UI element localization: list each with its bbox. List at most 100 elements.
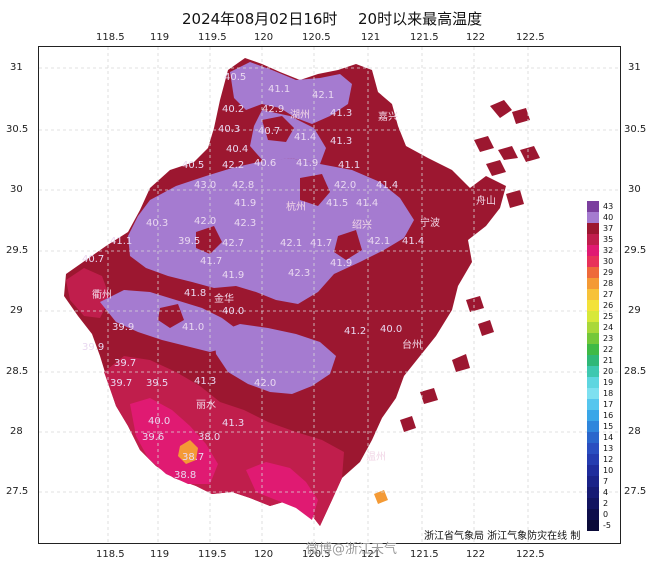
x-tick-top: 121 [361,32,381,43]
y-tick-right: 28 [628,426,641,437]
legend-swatch [587,245,599,256]
city-label: 宁波 [420,218,440,229]
x-tick-top: 122 [466,32,486,43]
city-label: 丽水 [196,400,216,411]
station-value: 41.3 [222,418,245,429]
station-value: 42.0 [334,180,357,191]
legend-label: -5 [603,521,611,530]
legend-label: 15 [603,422,614,431]
city-label: 嘉兴 [378,112,398,123]
legend-swatch [587,322,599,333]
legend-label: 13 [603,444,614,453]
hot-zone-coast [246,462,318,520]
station-value: 42.1 [368,236,391,247]
legend-label: 22 [603,345,614,354]
x-tick-top: 118.5 [96,32,125,43]
city-label: 温州 [366,452,386,463]
legend-swatch [587,509,599,520]
legend-label: 28 [603,279,614,288]
station-value: 41.7 [310,238,333,249]
x-tick-top: 119.5 [198,32,227,43]
hottest-zone-south [214,324,336,394]
legend-swatch [587,212,599,223]
station-value: 42.3 [234,218,257,229]
legend-label: 14 [603,433,614,442]
y-tick-right: 28.5 [624,366,647,377]
legend-label: 23 [603,334,614,343]
legend-swatch [587,234,599,245]
y-tick-right: 27.5 [624,486,647,497]
station-value: 38.7 [182,452,205,463]
station-value: 41.0 [182,322,205,333]
legend-swatch [587,388,599,399]
station-value: 41.3 [194,376,217,387]
x-tick-top: 121.5 [410,32,439,43]
station-value: 43.0 [194,180,217,191]
weibo-watermark: 微博@浙江天气 [306,542,398,557]
y-tick-left: 30.5 [6,124,29,135]
hot-zone-west [66,268,110,318]
x-tick-bottom: 122.5 [516,549,545,560]
cool-patch-5 [158,304,184,328]
legend-label: 12 [603,455,614,464]
station-value: 40.4 [226,144,249,155]
legend-swatch [587,289,599,300]
x-tick-top: 122.5 [516,32,545,43]
station-value: 42.7 [222,238,245,249]
legend-label: 40 [603,213,614,222]
station-value: 41.9 [222,270,245,281]
legend-label: 17 [603,400,614,409]
map-title: 2024年08月02日16时 20时以来最高温度 [0,8,661,30]
x-tick-top: 120.5 [302,32,331,43]
hottest-zone-east [352,196,404,240]
legend-swatch [587,366,599,377]
x-tick-bottom: 119 [150,549,170,560]
station-value: 41.9 [330,258,353,269]
station-value: 40.3 [146,218,169,229]
city-label: 绍兴 [352,220,372,231]
station-value: 42.2 [222,160,245,171]
legend-swatch [587,344,599,355]
station-value: 40.5 [182,160,205,171]
legend-label: 24 [603,323,614,332]
station-value: 41.4 [376,180,399,191]
station-value: 38.0 [198,432,221,443]
station-value: 39.9 [82,342,105,353]
legend-swatch [587,465,599,476]
station-value: 40.0 [148,416,171,427]
y-tick-left: 27.5 [6,486,29,497]
hottest-zone-central [128,158,414,304]
legend-swatch [587,443,599,454]
hot-zone-southwest [130,398,218,484]
legend-swatch [587,454,599,465]
legend-swatch [587,432,599,443]
station-value: 42.9 [262,104,285,115]
legend-swatch [587,201,599,212]
station-value: 40.6 [254,158,277,169]
legend-label: 19 [603,378,614,387]
station-value: 42.1 [280,238,303,249]
station-value: 42.0 [254,378,277,389]
station-value: 41.7 [200,256,223,267]
legend-swatch [587,256,599,267]
city-label: 湖州 [290,110,310,121]
station-value: 42.0 [194,216,217,227]
station-value: 39.7 [114,358,137,369]
station-value: 41.1 [338,160,361,171]
station-value: 39.7 [110,378,133,389]
station-value: 40.2 [222,104,245,115]
station-value: 39.9 [112,322,135,333]
title-date: 2024年08月02日16时 [182,10,338,28]
station-value: 42.3 [288,268,311,279]
station-value: 41.2 [344,326,367,337]
y-tick-right: 30 [628,184,641,195]
station-value: 41.8 [184,288,207,299]
station-value: 39.5 [178,236,201,247]
station-value: 39.5 [146,378,169,389]
x-tick-bottom: 121 [361,549,381,560]
legend-swatch [587,520,599,531]
legend-label: 4 [603,488,609,497]
x-tick-bottom: 120.5 [302,549,331,560]
city-label: 衢州 [92,290,112,301]
